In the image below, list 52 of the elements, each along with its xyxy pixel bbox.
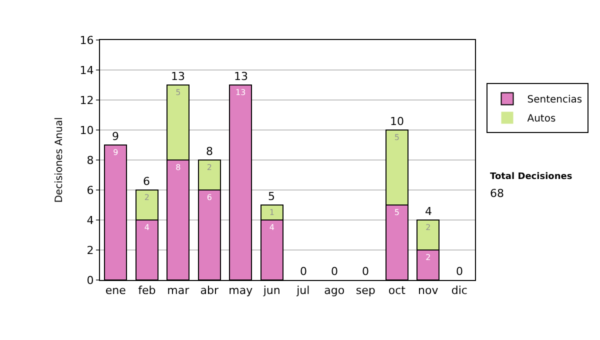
total-label: 8 xyxy=(206,145,213,158)
total-label: 13 xyxy=(171,70,185,83)
y-tick-label: 2 xyxy=(86,244,94,257)
x-tick-label: nov xyxy=(418,284,439,298)
y-tick-label: 14 xyxy=(80,64,94,77)
y-axis-title: Decisiones Anual xyxy=(54,117,65,203)
data-label: 5 xyxy=(176,88,181,97)
data-label: 6 xyxy=(206,193,212,202)
data-label: 8 xyxy=(176,163,181,172)
x-tick-label: jun xyxy=(262,284,280,298)
y-tick-label: 8 xyxy=(86,154,94,167)
data-label: 4 xyxy=(269,223,274,232)
y-tick-label: 6 xyxy=(86,184,94,197)
total-label: 13 xyxy=(234,70,248,83)
data-label: 13 xyxy=(236,88,246,97)
legend-label: Sentencias xyxy=(527,94,582,106)
y-tick-label: 10 xyxy=(80,124,94,137)
data-label: 4 xyxy=(144,223,150,232)
data-label: 5 xyxy=(394,208,400,217)
y-tick-label: 0 xyxy=(86,274,94,287)
total-label: 6 xyxy=(143,175,150,188)
total-label: 10 xyxy=(390,115,404,128)
legend-label: Autos xyxy=(527,114,556,125)
x-tick-label: ene xyxy=(105,284,126,298)
x-tick-label: ago xyxy=(324,284,345,298)
x-tick-label: abr xyxy=(200,284,219,298)
total-label: 0 xyxy=(362,265,369,278)
data-label: 2 xyxy=(426,253,431,262)
y-tick-label: 12 xyxy=(80,94,94,107)
y-tick-label: 4 xyxy=(86,214,94,227)
x-tick-label: feb xyxy=(138,284,156,298)
y-tick-label: 16 xyxy=(80,34,94,47)
x-tick-label: jul xyxy=(296,284,310,298)
total-label: 9 xyxy=(112,130,119,143)
text: 68 xyxy=(490,187,504,200)
data-label: 2 xyxy=(144,193,150,202)
total-label: 0 xyxy=(456,265,463,278)
total-label: 0 xyxy=(300,265,307,278)
x-tick-label: sep xyxy=(356,284,376,298)
x-tick-label: oct xyxy=(388,284,406,298)
data-label: 2 xyxy=(426,223,431,232)
x-tick-label: may xyxy=(228,284,254,298)
total-label: 0 xyxy=(331,265,338,278)
data-label: 1 xyxy=(269,208,274,217)
data-label: 2 xyxy=(206,163,212,172)
text: Total Decisiones xyxy=(490,172,572,182)
x-tick-label: dic xyxy=(451,284,468,298)
total-label: 4 xyxy=(425,205,432,218)
data-label: 9 xyxy=(113,148,118,157)
total-label: 5 xyxy=(268,190,275,203)
data-label: 5 xyxy=(394,133,400,142)
x-tick-label: mar xyxy=(167,284,190,298)
